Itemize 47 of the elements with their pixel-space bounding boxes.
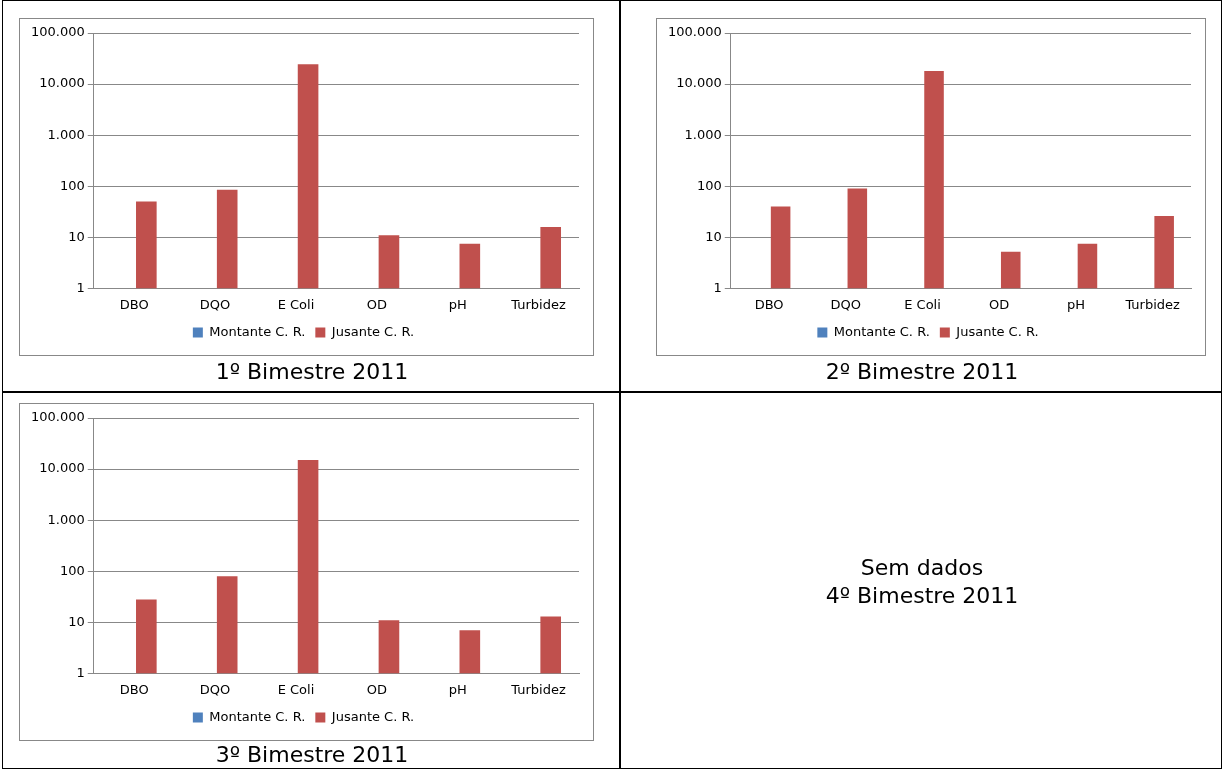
y-tick-label: 10.000 (39, 75, 85, 91)
text: 3º Bimestre 2011 (214, 742, 410, 767)
x-tick-label: DQO (830, 296, 862, 312)
text: Sem dados (860, 553, 984, 582)
text: 1º Bimestre 2011 (214, 359, 410, 384)
x-tick-label: DBO (119, 296, 149, 312)
x-tick-label: OD (989, 296, 1010, 312)
y-tick-label: 10 (705, 228, 722, 244)
x-tick-label: pH (448, 681, 467, 697)
legend-label: Montante C. R. (833, 323, 930, 339)
y-tick-label: 10 (68, 228, 85, 244)
x-tick-label: DBO (754, 296, 784, 312)
y-tick-label: 10 (68, 613, 85, 629)
legend-label: Jusante C. R. (330, 323, 415, 339)
text: 2º Bimestre 2011 (824, 359, 1020, 384)
y-tick-label: 100.000 (30, 24, 85, 40)
x-tick-label: E Coli (904, 296, 941, 312)
y-tick-label: 10.000 (39, 460, 85, 476)
y-tick-label: 1 (76, 279, 85, 295)
x-tick-label: OD (366, 296, 387, 312)
y-tick-label: 1.000 (47, 511, 85, 527)
y-tick-label: 100 (59, 177, 85, 193)
x-tick-label: DBO (119, 681, 149, 697)
text: 4º Bimestre 2011 (825, 581, 1019, 610)
x-tick-label: OD (366, 681, 387, 697)
y-tick-label: 100 (696, 177, 722, 193)
x-tick-label: E Coli (277, 296, 315, 312)
x-tick-label: Turbidez (1124, 296, 1181, 312)
y-tick-label: 10.000 (676, 75, 722, 91)
legend-label: Montante C. R. (209, 708, 306, 724)
x-tick-label: Turbidez (510, 296, 566, 312)
legend-label: Montante C. R. (209, 323, 306, 339)
y-tick-label: 100 (59, 562, 85, 578)
legend-label: Jusante C. R. (955, 323, 1039, 339)
x-tick-label: DQO (199, 681, 231, 697)
x-tick-label: Turbidez (510, 681, 566, 697)
x-tick-label: pH (1066, 296, 1085, 312)
y-tick-label: 1 (76, 664, 85, 680)
legend-label: Jusante C. R. (330, 708, 415, 724)
y-tick-label: 1.000 (684, 126, 722, 142)
y-tick-label: 100.000 (667, 24, 722, 40)
x-tick-label: E Coli (277, 681, 315, 697)
y-tick-label: 100.000 (30, 409, 85, 425)
y-tick-label: 1 (713, 279, 722, 295)
y-tick-label: 1.000 (47, 126, 85, 142)
x-tick-label: pH (448, 296, 467, 312)
x-tick-label: DQO (199, 296, 231, 312)
